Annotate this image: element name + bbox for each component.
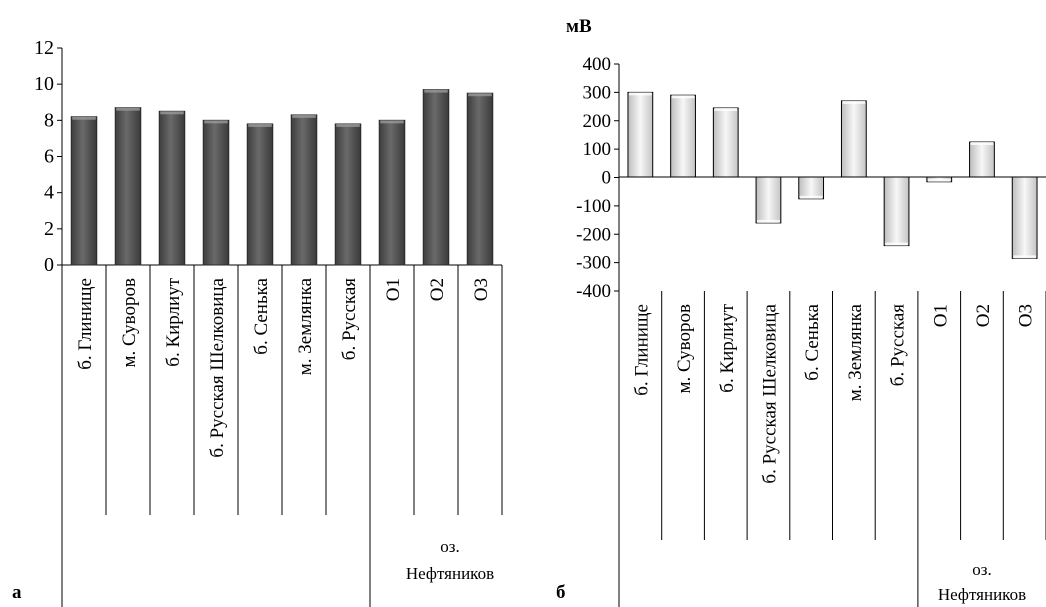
bar <box>202 119 230 266</box>
bar-cap <box>842 100 866 104</box>
bar-cap <box>72 116 96 120</box>
y-tick-label: 100 <box>583 139 612 160</box>
x-tick-label: б. Сенька <box>802 303 823 380</box>
group-label-a-line2: Нефтяников <box>406 564 494 583</box>
group-label-b-line2: Нефтяников <box>938 585 1026 604</box>
x-tick-label: м. Суворов <box>119 278 140 368</box>
y-tick-label: 2 <box>44 218 54 240</box>
bar-cap <box>468 93 492 97</box>
bar <box>627 91 654 178</box>
bar <box>70 116 98 266</box>
bar <box>840 100 867 178</box>
bar <box>422 89 450 266</box>
x-tick-label: О1 <box>930 304 951 327</box>
chart-a: 0 2 4 6 8 10 12 б. Глинище м. Суворов б. Кирлиут б… <box>34 37 503 607</box>
bar <box>969 141 995 178</box>
x-tick-label: О2 <box>973 304 994 327</box>
y-tick-label: 4 <box>44 182 54 204</box>
bar-cap <box>970 142 994 146</box>
bar-cap <box>292 114 316 118</box>
y-tick-label: 6 <box>44 146 54 168</box>
x-tick-label: б. Русская <box>888 304 909 386</box>
x-tick-label: б. Русская <box>339 278 360 360</box>
bar-cap <box>671 95 695 99</box>
y-tick-label: 0 <box>44 254 54 276</box>
x-tick-label: б. Кирлиут <box>717 303 738 392</box>
y-tick-label: 12 <box>34 37 54 59</box>
y-tick-label: 300 <box>583 82 612 103</box>
group-label-b-line1: оз. <box>972 560 991 579</box>
x-tick-label: м. Землянка <box>845 303 866 401</box>
x-tick-label: О2 <box>427 278 448 301</box>
x-tick-label: О3 <box>1016 304 1037 327</box>
bar-cap <box>336 123 360 127</box>
bar <box>114 107 142 266</box>
x-tick-label: м. Землянка <box>295 277 316 375</box>
group-label-a-line1: оз. <box>440 537 459 556</box>
y-tick-label: -300 <box>576 253 611 274</box>
x-tick-label: б. Сенька <box>251 277 272 354</box>
y-tick-label: 0 <box>602 168 612 189</box>
bar-cap <box>714 107 738 111</box>
bar <box>670 94 696 178</box>
y-tick-label: -200 <box>576 224 611 245</box>
bar <box>798 176 825 200</box>
bar-cap <box>799 195 823 199</box>
y-tick-label: -400 <box>576 281 611 302</box>
x-tick-label: б. Русская Шелковица <box>759 303 780 483</box>
bar-cap <box>628 92 652 96</box>
y-tick-label: 400 <box>583 54 612 75</box>
bar-cap <box>116 107 140 111</box>
y-tick-label: -100 <box>576 196 611 217</box>
bar <box>246 123 274 266</box>
y-tick-label: 8 <box>44 109 54 131</box>
y-tick-label: 10 <box>34 73 54 95</box>
bar-cap <box>927 178 951 182</box>
bar <box>334 123 362 266</box>
bar-cap <box>380 120 404 124</box>
bar <box>378 119 406 266</box>
x-tick-label: м. Суворов <box>674 304 695 394</box>
x-tick-label: б. Кирлиут <box>163 277 184 366</box>
bar-cap <box>885 242 908 246</box>
y-tick-label: 200 <box>583 111 612 132</box>
x-tick-label: О3 <box>471 278 492 301</box>
bar <box>712 107 739 178</box>
bar <box>883 176 910 247</box>
x-tick-label: б. Русская Шелковица <box>207 277 228 457</box>
x-tick-label: О1 <box>383 278 404 301</box>
panel-label-b: б <box>556 582 566 603</box>
bar-cap <box>204 120 228 124</box>
bar <box>290 114 318 266</box>
x-tick-label: б. Глинище <box>75 278 96 370</box>
bar-cap <box>1013 255 1037 259</box>
bar-cap <box>160 111 184 115</box>
panel-label-a: а <box>12 582 22 603</box>
bar <box>755 176 782 224</box>
chart-b: -400 -300 -200 -100 0 100 200 300 400 б. Глинище м… <box>576 54 1046 607</box>
bar <box>158 110 186 266</box>
y-unit-label: мВ <box>566 16 592 37</box>
x-tick-label: б. Глинище <box>631 304 652 396</box>
bar <box>1011 176 1038 259</box>
bar-cap <box>424 89 448 93</box>
bar-cap <box>757 219 780 223</box>
bar-cap <box>248 123 272 127</box>
bar <box>466 92 494 266</box>
